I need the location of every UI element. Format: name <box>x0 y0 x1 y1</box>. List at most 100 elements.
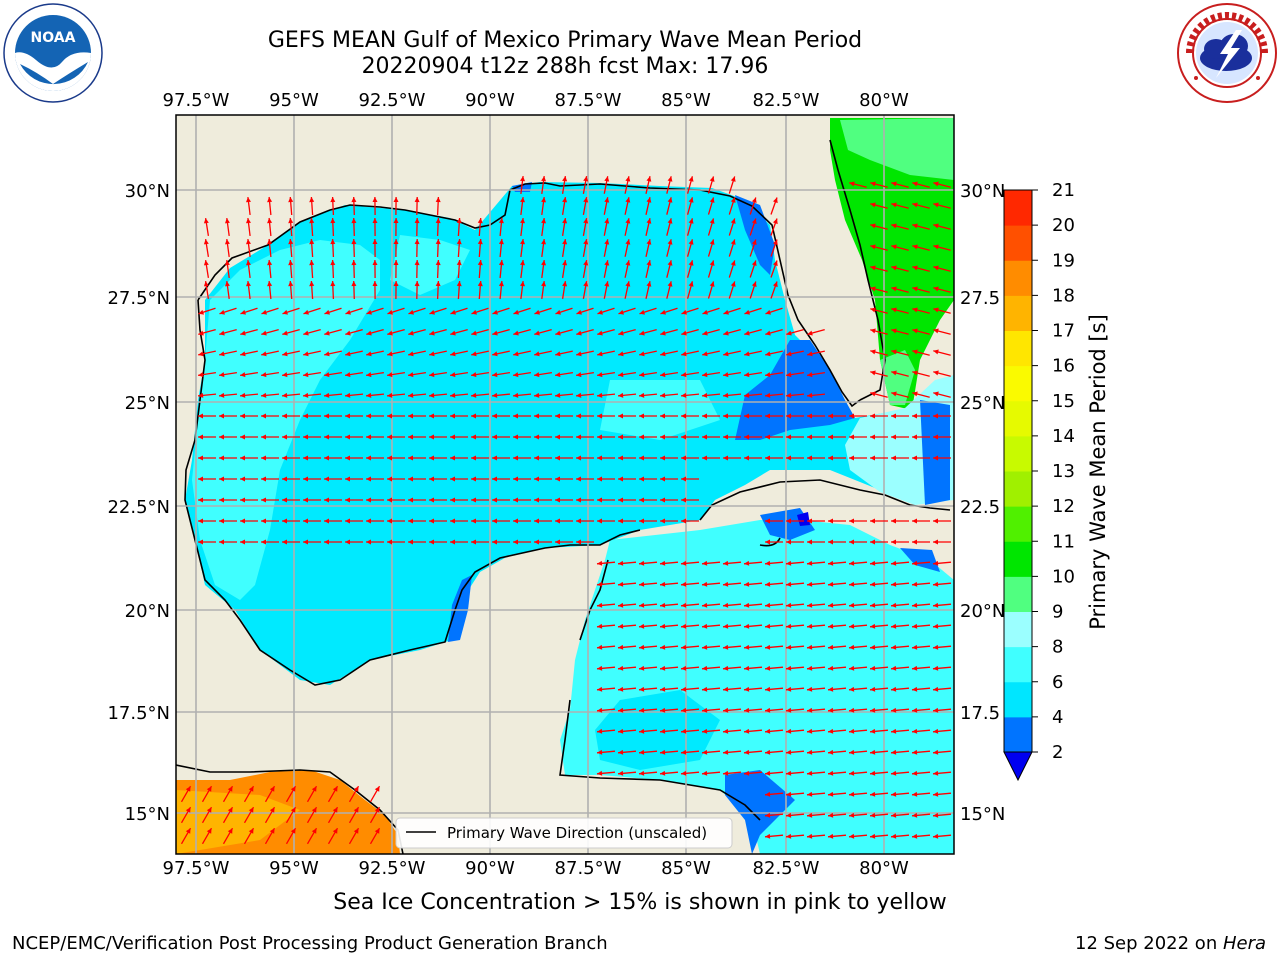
atlantic-lightgreen <box>880 350 915 405</box>
wave-arrow-head <box>849 749 855 755</box>
wave-arrow-head <box>345 392 351 398</box>
wave-arrow-head <box>219 455 224 461</box>
wave-arrow-head <box>387 330 393 336</box>
wave-arrow-head <box>303 455 308 461</box>
wave-arrow-head <box>933 602 939 608</box>
wave-arrow-head <box>870 812 876 818</box>
wave-arrow-head <box>933 202 939 208</box>
wave-arrow-head <box>240 392 246 398</box>
wave-arrow-head <box>807 707 813 713</box>
wave-arrow-head <box>786 518 791 524</box>
wave-arrow-head <box>345 372 351 378</box>
wave-arrow-head <box>345 434 350 440</box>
wave-arrow-head <box>639 518 644 524</box>
wave-arrow-head <box>450 476 455 482</box>
wave-arrow-head <box>261 413 266 419</box>
lat-label: 17.5 <box>960 703 1000 724</box>
colorbar-band <box>1004 471 1032 507</box>
wave-arrow-head <box>555 309 561 315</box>
wave-arrow-head <box>828 686 834 692</box>
wave-arrow-head <box>912 265 918 271</box>
wave-arrow-head <box>555 351 561 357</box>
wave-arrow-head <box>681 665 687 671</box>
wave-arrow-head <box>870 518 875 524</box>
lat-label: 22.5°N <box>107 497 170 518</box>
wave-arrow-head <box>891 307 897 313</box>
lon-label: 85°W <box>661 90 711 111</box>
wave-arrow-head <box>639 392 645 398</box>
wave-arrow-head <box>219 392 225 398</box>
wave-arrow-head <box>492 434 497 440</box>
colorbar-band <box>1004 190 1032 226</box>
wave-arrow-head <box>702 686 708 692</box>
wave-arrow-head <box>435 281 441 287</box>
wave-arrow-head <box>891 413 896 419</box>
wave-arrow-head <box>870 434 875 440</box>
wave-arrow-head <box>576 518 581 524</box>
wave-arrow-head <box>450 330 456 336</box>
wave-arrow-head <box>933 833 939 839</box>
wave-arrow-head <box>807 392 813 398</box>
wave-arrow-head <box>702 749 708 755</box>
wave-arrow-head <box>372 239 378 244</box>
wave-arrow-head <box>849 833 855 839</box>
wave-arrow-head <box>240 497 245 503</box>
wave-arrow-head <box>604 281 610 287</box>
wave-arrow-head <box>541 197 546 203</box>
wave-arrow-head <box>744 330 750 336</box>
wave-arrow-head <box>387 392 393 398</box>
wave-arrow-head <box>723 665 729 671</box>
wave-arrow-head <box>324 518 329 524</box>
colorbar-band <box>1004 225 1032 261</box>
wave-arrow-head <box>203 218 209 224</box>
wave-arrow-head <box>660 476 665 482</box>
wave-arrow-head <box>576 372 582 378</box>
wave-arrow-head <box>303 351 309 357</box>
wave-arrow-head <box>765 665 771 671</box>
wave-arrow-head <box>765 812 771 818</box>
wave-arrow-head <box>267 281 273 287</box>
wave-arrow-head <box>807 749 813 755</box>
wave-arrow-head <box>744 581 750 587</box>
wave-arrow-head <box>912 434 917 440</box>
gulf-water <box>185 182 950 685</box>
wave-arrow-head <box>912 539 917 545</box>
wave-arrow-head <box>498 239 504 245</box>
wave-arrow-head <box>646 281 652 287</box>
wave-arrow-head <box>534 497 539 503</box>
wave-arrow-head <box>618 309 624 315</box>
wave-arrow-head <box>429 330 435 336</box>
wave-arrow-head <box>471 413 476 419</box>
wave-arrow-head <box>597 749 603 755</box>
wave-arrow-head <box>912 812 918 818</box>
wave-arrow-head <box>870 539 875 545</box>
wave-arrow-head <box>786 770 792 776</box>
colorbar-band <box>1004 400 1032 437</box>
wave-arrow-head <box>912 518 917 524</box>
wave-arrow-head <box>541 218 546 224</box>
wave-arrow-head <box>765 728 771 734</box>
wave-arrow-head <box>450 309 456 315</box>
wave-arrow-head <box>773 218 778 225</box>
wave-arrow-head <box>261 518 266 524</box>
lat-label: 25°N <box>960 393 1005 414</box>
wave-arrow-head <box>912 307 918 313</box>
wave-arrow-head <box>786 392 792 398</box>
wave-arrow-head <box>667 176 673 182</box>
wave-arrow-head <box>324 455 329 461</box>
wave-arrow-head <box>618 497 623 503</box>
wave-arrow-head <box>688 218 694 224</box>
wave-arrow-head <box>891 265 897 271</box>
wave-arrow-head <box>534 539 539 545</box>
wave-arrow-head <box>240 330 246 336</box>
wave-arrow-head <box>332 828 338 834</box>
wave-arrow-head <box>723 351 729 357</box>
lon-label: 80°W <box>859 858 909 879</box>
wave-arrow-head <box>933 223 939 229</box>
wave-arrow-head <box>492 309 498 315</box>
wave-arrow-head <box>681 602 687 608</box>
wave-arrow-head <box>471 518 476 524</box>
map-legend: Primary Wave Direction (unscaled) <box>395 817 733 849</box>
wave-arrow-head <box>618 351 624 357</box>
